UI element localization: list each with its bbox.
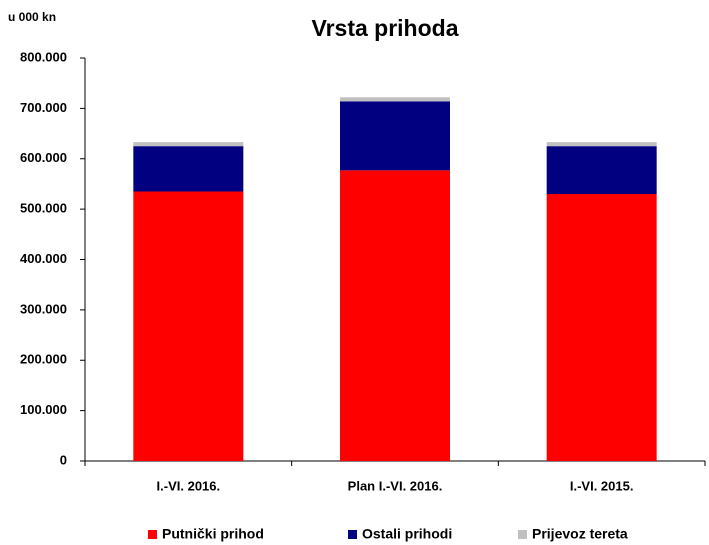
bar-segment [546,146,657,195]
y-tick-label: 400.000 [20,251,67,266]
x-tick-label: Plan I.-VI. 2016. [348,478,443,493]
bar-segment [133,142,244,147]
bar-segment [340,101,450,171]
y-tick-label: 200.000 [20,352,67,367]
y-axis-label: u 000 kn [8,10,56,24]
bar-segment [340,97,450,102]
legend-label: Putnički prihod [162,526,264,542]
legend-label: Ostali prihodi [362,526,452,542]
y-tick-label: 500.000 [20,201,67,216]
y-tick-label: 0 [60,452,67,467]
x-tick-label: I.-VI. 2015. [570,478,634,493]
legend-swatch [148,530,157,539]
x-tick-label: I.-VI. 2016. [157,478,221,493]
bar-segment [340,170,450,461]
y-tick-label: 700.000 [20,100,67,115]
bar-segment [133,191,244,461]
bar-segment [546,142,657,147]
bar-segment [546,194,657,461]
y-tick-label: 600.000 [20,150,67,165]
y-tick-label: 300.000 [20,301,67,316]
legend-swatch [348,530,357,539]
legend-swatch [518,530,527,539]
y-tick-label: 100.000 [20,402,67,417]
bar-segment [133,146,244,192]
chart-title: Vrsta prihoda [312,15,459,41]
y-tick-label: 800.000 [20,49,67,64]
legend-label: Prijevoz tereta [532,526,628,542]
